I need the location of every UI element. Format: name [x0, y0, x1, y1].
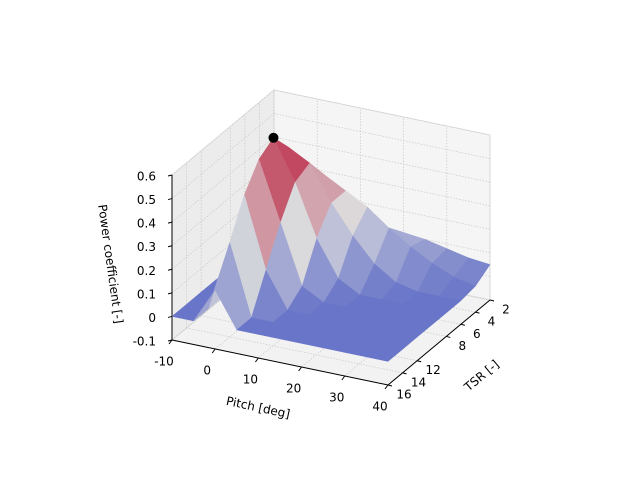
x-tick [384, 384, 389, 390]
y-tick [417, 360, 422, 363]
z-tick [167, 221, 173, 224]
y-tick [489, 299, 495, 302]
z-tick-label: 0.2 [137, 264, 156, 278]
z-tick [167, 339, 173, 342]
x-tick-label: 0 [203, 364, 211, 378]
grid-line [171, 113, 275, 199]
x-tick [341, 375, 346, 381]
z-tick-label: -0.1 [133, 335, 156, 349]
surface-cell [365, 344, 404, 362]
z-tick [167, 174, 173, 177]
y-axis-label: TSR [-] [461, 357, 502, 395]
x-tick [168, 339, 173, 345]
y-tick-label: 12 [426, 363, 441, 377]
y-tick-label: 16 [396, 388, 411, 402]
plot [171, 132, 491, 362]
x-tick-label: 40 [372, 400, 387, 414]
grid-line [273, 89, 491, 136]
z-tick-label: 0.5 [137, 193, 156, 207]
z-tick-label: 0 [148, 311, 156, 325]
grid-line [171, 207, 275, 294]
x-tick-label: 10 [243, 373, 258, 387]
y-tick [402, 372, 407, 375]
z-tick-label: 0.1 [137, 287, 156, 301]
z-tick [167, 268, 173, 271]
z-axis-label: Power coefficient [-] [95, 203, 126, 324]
grid-line [186, 327, 403, 374]
x-tick-label: -10 [154, 355, 174, 369]
z-tick-label: 0.4 [137, 217, 156, 231]
y-axis-line [387, 299, 491, 386]
y-tick-label: 8 [458, 339, 466, 353]
z-tick-label: 0.3 [137, 240, 156, 254]
x-axis-line [171, 339, 389, 386]
x-tick [298, 366, 303, 372]
z-tick [167, 198, 173, 201]
x-tick [254, 357, 259, 363]
y-tick [387, 384, 393, 387]
y-tick [475, 311, 480, 314]
x-tick-label: 20 [286, 382, 301, 396]
grid-line [171, 136, 275, 223]
z-tick-label: 0.6 [137, 170, 156, 184]
z-tick [167, 245, 173, 248]
y-tick-label: 14 [411, 375, 426, 389]
grid-line [171, 160, 275, 246]
grid-line [273, 113, 491, 159]
y-tick [446, 335, 451, 338]
grid-line [171, 89, 275, 176]
grid-line [171, 184, 275, 270]
y-tick [460, 323, 465, 326]
x-axis-label: Pitch [deg] [225, 394, 292, 421]
y-tick-label: 2 [502, 303, 510, 317]
x-tick-label: 30 [329, 391, 344, 405]
z-tick [167, 315, 173, 318]
y-tick-label: 4 [488, 315, 496, 329]
y-tick-label: 6 [473, 327, 481, 341]
grid-line [273, 136, 491, 183]
z-tick [167, 292, 173, 295]
max-marker [268, 132, 279, 143]
x-tick [211, 348, 216, 354]
